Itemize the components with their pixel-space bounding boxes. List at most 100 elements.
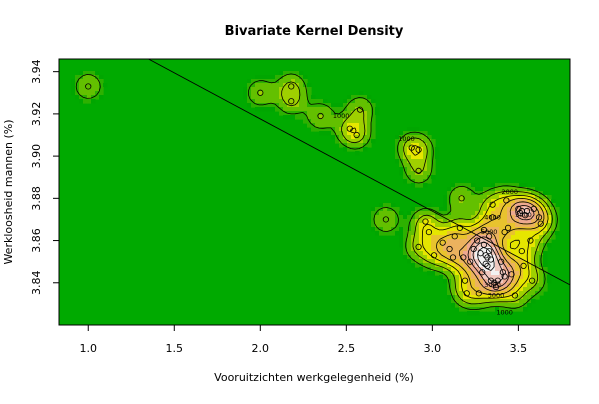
density-cell — [399, 231, 404, 236]
density-cell — [451, 211, 456, 216]
density-cell — [411, 263, 416, 268]
density-cell — [283, 107, 288, 112]
density-cell — [83, 83, 88, 88]
density-cell — [423, 251, 428, 256]
chart-title: Bivariate Kernel Density — [225, 24, 404, 39]
density-cell — [355, 131, 360, 136]
density-cell — [271, 103, 276, 108]
density-cell — [515, 267, 520, 272]
density-cell — [387, 219, 392, 224]
density-cell — [459, 243, 464, 248]
density-cell — [351, 135, 356, 140]
density-cell — [511, 287, 516, 292]
density-cell — [79, 91, 84, 96]
data-point — [484, 254, 491, 261]
density-cell — [403, 131, 408, 136]
density-cell — [427, 147, 432, 152]
density-cell — [467, 199, 472, 204]
density-cell — [423, 243, 428, 248]
density-cell — [311, 107, 316, 112]
density-cell — [327, 107, 332, 112]
density-cell — [427, 251, 432, 256]
density-cell — [403, 251, 408, 256]
density-cell — [379, 211, 384, 216]
density-cell — [451, 271, 456, 276]
density-cell — [527, 211, 532, 216]
density-cell — [303, 111, 308, 116]
density-cell — [467, 275, 472, 280]
density-cell — [479, 215, 484, 220]
density-cell — [467, 251, 472, 256]
density-cell — [519, 287, 524, 292]
density-cell — [511, 255, 516, 260]
density-cell — [451, 255, 456, 260]
density-cell — [467, 283, 472, 288]
density-cell — [523, 195, 528, 200]
density-cell — [431, 243, 436, 248]
density-cell — [539, 291, 544, 296]
density-cell — [507, 183, 512, 188]
density-cell — [291, 87, 296, 92]
density-cell — [367, 103, 372, 108]
density-cell — [419, 183, 424, 188]
density-cell — [535, 199, 540, 204]
density-cell — [483, 255, 488, 260]
density-cell — [255, 99, 260, 104]
density-cell — [271, 87, 276, 92]
density-cell — [535, 239, 540, 244]
density-cell — [431, 167, 436, 172]
density-cell — [323, 123, 328, 128]
density-cell — [283, 99, 288, 104]
density-cell — [479, 195, 484, 200]
density-cell — [427, 203, 432, 208]
density-cell — [419, 235, 424, 240]
density-cell — [467, 219, 472, 224]
density-cell — [511, 303, 516, 308]
density-cell — [435, 231, 440, 236]
density-cell — [443, 199, 448, 204]
density-cell — [451, 275, 456, 280]
density-cell — [363, 123, 368, 128]
density-cell — [495, 239, 500, 244]
density-cell — [451, 295, 456, 300]
density-cell — [499, 307, 504, 312]
density-cell — [395, 155, 400, 160]
density-cell — [507, 283, 512, 288]
density-cell — [495, 207, 500, 212]
density-cell — [503, 219, 508, 224]
density-cell — [535, 251, 540, 256]
density-cell — [259, 107, 264, 112]
density-cell — [283, 111, 288, 116]
density-cell — [479, 263, 484, 268]
density-cell — [319, 127, 324, 132]
density-cell — [519, 303, 524, 308]
density-cell — [467, 207, 472, 212]
density-cell — [439, 223, 444, 228]
density-cell — [519, 227, 524, 232]
density-cell — [475, 219, 480, 224]
density-cell — [287, 79, 292, 84]
density-cell — [407, 171, 412, 176]
density-cell — [379, 227, 384, 232]
density-cell — [359, 115, 364, 120]
density-cell — [335, 131, 340, 136]
density-cell — [423, 131, 428, 136]
density-cell — [463, 247, 468, 252]
density-cell — [387, 223, 392, 228]
density-cell — [463, 271, 468, 276]
density-cell — [535, 295, 540, 300]
density-cell — [471, 207, 476, 212]
density-cell — [447, 207, 452, 212]
density-cell — [507, 279, 512, 284]
density-cell — [523, 183, 528, 188]
density-cell — [463, 219, 468, 224]
density-cell — [371, 131, 376, 136]
density-cell — [491, 255, 496, 260]
density-cell — [91, 71, 96, 76]
density-cell — [359, 99, 364, 104]
density-cell — [459, 303, 464, 308]
density-cell — [323, 107, 328, 112]
density-cell — [347, 119, 352, 124]
data-point — [535, 214, 543, 221]
density-cell — [407, 155, 412, 160]
